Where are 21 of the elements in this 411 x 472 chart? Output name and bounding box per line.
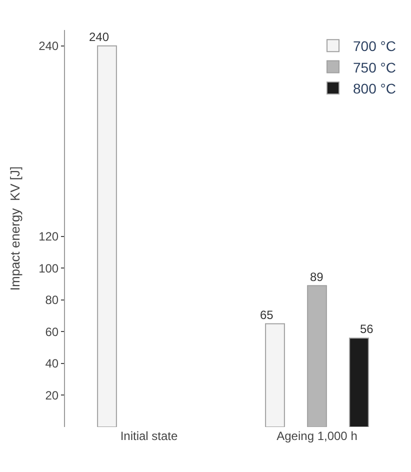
- y-tick-label: 120: [38, 230, 59, 244]
- x-tick-label: Initial state: [120, 429, 178, 443]
- y-tick-label: 60: [45, 324, 59, 339]
- data-label: 240: [89, 30, 110, 44]
- data-label: 65: [260, 308, 274, 322]
- bar: [307, 285, 327, 427]
- y-tick-label: 20: [45, 388, 59, 402]
- y-tick-label: 40: [45, 356, 59, 371]
- bar: [265, 323, 285, 427]
- bar: [349, 338, 369, 427]
- y-axis-title: Impact energy KV [J]: [8, 166, 23, 291]
- y-tick-label: 100: [38, 261, 59, 276]
- y-tick-label: 80: [45, 293, 59, 308]
- legend-label: 800 °C: [353, 80, 396, 96]
- y-tick-label: 240: [38, 39, 59, 54]
- bar: [97, 45, 117, 427]
- x-tick-label: Ageing 1,000 h: [276, 429, 358, 443]
- data-label: 89: [310, 270, 324, 284]
- legend-label: 700 °C: [353, 38, 396, 54]
- legend-label: 750 °C: [353, 59, 396, 76]
- data-label: 56: [360, 322, 374, 336]
